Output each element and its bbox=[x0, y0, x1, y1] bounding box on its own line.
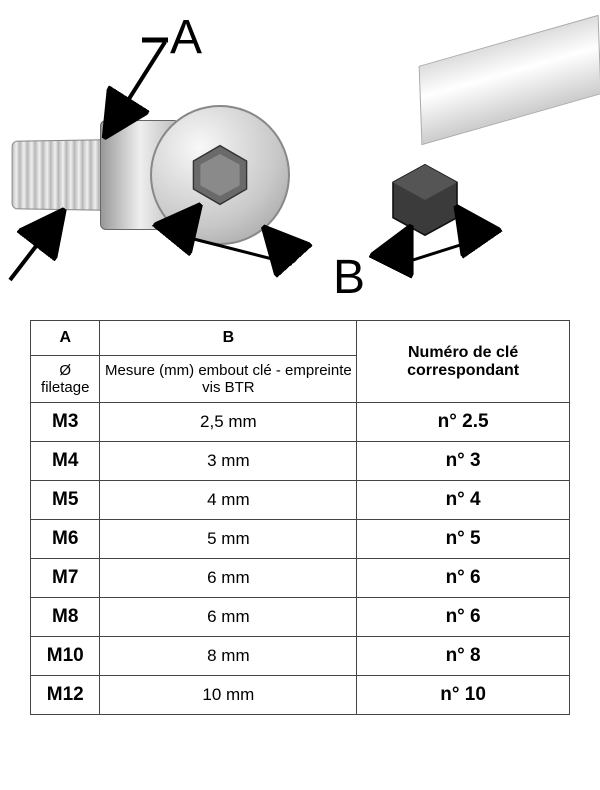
cell-key-number: n° 2.5 bbox=[357, 403, 570, 442]
cell-measure: 8 mm bbox=[100, 637, 357, 676]
cell-key-number: n° 10 bbox=[357, 676, 570, 715]
header-col-a: A bbox=[31, 321, 100, 356]
cell-key-number: n° 5 bbox=[357, 520, 570, 559]
subhead-col-b: Mesure (mm) embout clé - empreinte vis B… bbox=[100, 356, 357, 403]
table-body: M32,5 mmn° 2.5M43 mmn° 3M54 mmn° 4M65 mm… bbox=[31, 403, 570, 715]
cell-key-number: n° 8 bbox=[357, 637, 570, 676]
cell-thread: M6 bbox=[31, 520, 100, 559]
table-row: M86 mmn° 6 bbox=[31, 598, 570, 637]
cell-measure: 5 mm bbox=[100, 520, 357, 559]
table-header-row: A B Numéro de clé correspondant bbox=[31, 321, 570, 356]
table-row: M1210 mmn° 10 bbox=[31, 676, 570, 715]
cell-key-number: n° 6 bbox=[357, 559, 570, 598]
cell-thread: M5 bbox=[31, 481, 100, 520]
table-row: M76 mmn° 6 bbox=[31, 559, 570, 598]
cell-thread: M3 bbox=[31, 403, 100, 442]
cell-thread: M4 bbox=[31, 442, 100, 481]
table-row: M65 mmn° 5 bbox=[31, 520, 570, 559]
table-row: M54 mmn° 4 bbox=[31, 481, 570, 520]
cell-thread: M8 bbox=[31, 598, 100, 637]
cell-measure: 4 mm bbox=[100, 481, 357, 520]
table-row: M32,5 mmn° 2.5 bbox=[31, 403, 570, 442]
cell-key-number: n° 4 bbox=[357, 481, 570, 520]
hex-key-size-table: A B Numéro de clé correspondant Ø fileta… bbox=[30, 320, 570, 715]
cell-measure: 2,5 mm bbox=[100, 403, 357, 442]
cell-thread: M10 bbox=[31, 637, 100, 676]
cell-measure: 3 mm bbox=[100, 442, 357, 481]
diagram-area: A B bbox=[0, 0, 600, 310]
table-row: M108 mmn° 8 bbox=[31, 637, 570, 676]
cell-key-number: n° 6 bbox=[357, 598, 570, 637]
cell-thread: M12 bbox=[31, 676, 100, 715]
cell-measure: 10 mm bbox=[100, 676, 357, 715]
cell-measure: 6 mm bbox=[100, 598, 357, 637]
header-col-b: B bbox=[100, 321, 357, 356]
dimension-arrows bbox=[0, 0, 600, 310]
subhead-col-a: Ø filetage bbox=[31, 356, 100, 403]
cell-measure: 6 mm bbox=[100, 559, 357, 598]
cell-thread: M7 bbox=[31, 559, 100, 598]
cell-key-number: n° 3 bbox=[357, 442, 570, 481]
table-row: M43 mmn° 3 bbox=[31, 442, 570, 481]
header-col-c: Numéro de clé correspondant bbox=[357, 321, 570, 403]
